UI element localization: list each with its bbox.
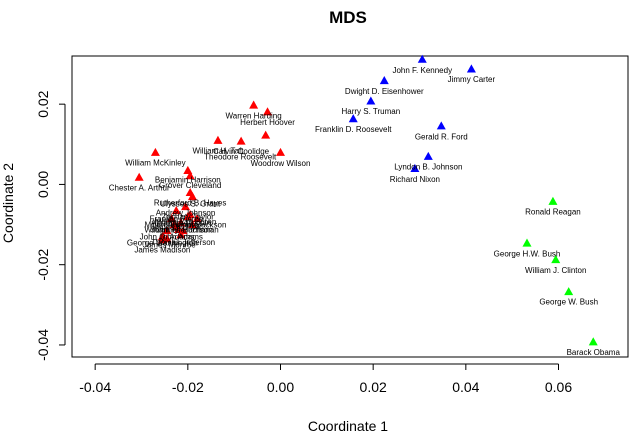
y-tick-label: 0.02 — [35, 90, 51, 117]
point-label: Gerald R. Ford — [415, 132, 468, 141]
point-label: Andrew Jackson — [168, 221, 227, 230]
point-label: Andrew Johnson — [156, 209, 216, 218]
data-point-triangle — [183, 212, 193, 221]
point-label: William McKinley — [125, 158, 185, 167]
data-point-triangle — [167, 214, 177, 223]
data-point-triangle — [436, 121, 446, 130]
point-label: George Washington — [127, 239, 198, 248]
data-point-triangle — [134, 172, 144, 181]
point-label: William H. Harrison — [144, 225, 212, 234]
y-axis: -0.04 -0.02 0.00 0.02 — [35, 90, 66, 361]
data-point-triangle — [162, 226, 172, 235]
data-point-triangle — [466, 64, 476, 73]
data-point-triangle — [410, 163, 420, 172]
x-tick-label: 0.02 — [360, 379, 387, 395]
point-label: William J. Clinton — [525, 266, 586, 275]
point-label: Warren Harding — [226, 111, 282, 120]
y-tick-label: 0.00 — [35, 171, 51, 198]
point-label: Grover Cleveland — [159, 181, 221, 190]
point-label: Ronald Reagan — [525, 208, 581, 217]
data-point-triangle — [174, 224, 184, 233]
point-label: Benjamin Harrison — [155, 176, 221, 185]
point-label: Ulysses S. Grant — [160, 200, 221, 209]
point-label: George H.W. Bush — [494, 249, 561, 258]
point-label: John Adams — [159, 233, 203, 242]
point-label: James Buchanan — [157, 225, 219, 234]
point-label: Harry S. Truman — [342, 107, 401, 116]
x-tick-label: 0.06 — [545, 379, 572, 395]
data-point-triangle — [176, 230, 186, 239]
data-point-triangle — [348, 114, 358, 123]
y-tick-label: -0.04 — [35, 329, 51, 361]
point-label: John Tyler — [151, 225, 188, 234]
y-tick-label: -0.02 — [35, 249, 51, 281]
data-point-triangle — [551, 254, 561, 264]
point-label: Franklin D. Roosevelt — [315, 125, 392, 134]
data-point-triangle — [522, 238, 532, 247]
point-label: John Q. Adams — [140, 233, 195, 242]
point-label: Barack Obama — [567, 348, 621, 357]
point-label: James K. Polk — [151, 223, 203, 232]
point-label: Herbert Hoover — [240, 118, 295, 127]
point-label: Abraham Lincoln — [151, 219, 211, 228]
y-axis-label: Coordinate 2 — [0, 163, 16, 243]
data-point-triangle — [263, 107, 273, 116]
data-point-triangle — [249, 100, 259, 109]
data-point-triangle — [150, 147, 160, 156]
x-axis: -0.04 -0.02 0.00 0.02 0.04 0.06 — [79, 363, 572, 395]
data-point-triangle — [276, 147, 285, 156]
point-label: Franklin Pierce — [150, 215, 204, 224]
data-point-triangle — [261, 130, 271, 139]
point-label: Millard Fillmore — [144, 221, 199, 230]
point-label: Chester A. Arthur — [109, 184, 170, 193]
data-point-triangle — [176, 218, 186, 227]
data-points — [134, 54, 598, 346]
data-point-triangle — [181, 202, 191, 211]
point-label: Dwight D. Eisenhower — [345, 87, 424, 96]
point-label: James Madison — [134, 245, 190, 254]
point-label: John F. Kennedy — [392, 66, 452, 75]
point-label: Rutherford B. Hayes — [154, 198, 226, 207]
point-label: Thomas Jefferson — [151, 238, 215, 247]
point-label: Jimmy Carter — [448, 75, 496, 84]
point-label: Theodore Roosevelt — [204, 152, 277, 161]
x-axis-label: Coordinate 1 — [308, 418, 388, 434]
data-point-triangle — [187, 220, 197, 229]
data-point-triangle — [157, 235, 167, 244]
point-label: George W. Bush — [539, 298, 598, 307]
data-point-triangle — [588, 337, 598, 346]
point-label: Zachary Taylor — [162, 213, 215, 222]
plot-frame — [71, 55, 629, 358]
point-label: Richard Nixon — [390, 175, 440, 184]
x-tick-label: 0.04 — [452, 379, 479, 395]
data-point-triangle — [187, 191, 197, 201]
data-point-triangle — [236, 136, 246, 145]
data-point-triangle — [192, 214, 202, 223]
data-point-triangle — [548, 196, 558, 205]
data-point-triangle — [564, 287, 574, 296]
data-point-triangle — [417, 54, 427, 63]
data-point-triangle — [171, 206, 181, 215]
data-point-triangle — [379, 75, 389, 85]
x-tick-label: 0.00 — [267, 379, 294, 395]
data-point-triangle — [423, 151, 433, 160]
data-point-triangle — [213, 135, 223, 144]
point-label: William H. Taft — [192, 146, 244, 155]
point-label: Calvin Coolidge — [213, 147, 270, 156]
point-label: Martin Van Buren — [155, 217, 217, 226]
x-tick-label: -0.02 — [172, 379, 204, 395]
data-point-triangle — [185, 171, 195, 180]
point-label: James Monroe — [143, 241, 196, 250]
x-tick-label: -0.04 — [79, 379, 111, 395]
point-label: Lyndon B. Johnson — [394, 162, 462, 171]
point-label: Woodrow Wilson — [251, 159, 311, 168]
data-point-triangle — [366, 96, 376, 105]
chart-title: MDS — [329, 8, 367, 27]
